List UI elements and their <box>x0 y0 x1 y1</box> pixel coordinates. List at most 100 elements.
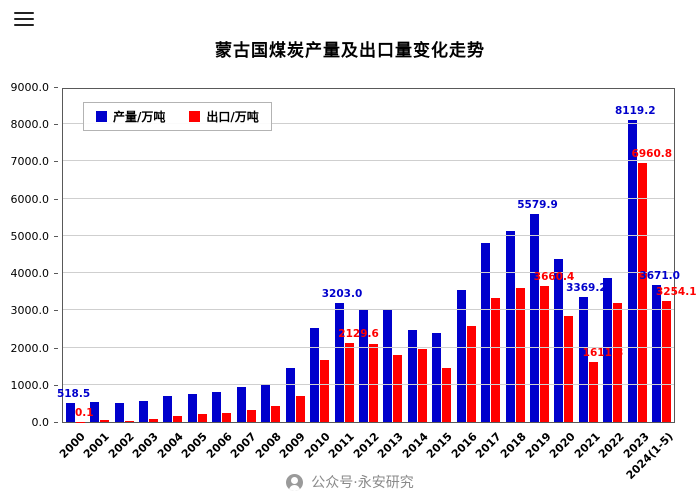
export-bar-2004[interactable] <box>173 416 183 422</box>
production-label-2011: 3203.0 <box>321 287 363 300</box>
gridline-5000 <box>63 234 674 236</box>
export-bar-2010[interactable] <box>320 360 330 422</box>
export-bar-2003[interactable] <box>149 418 159 422</box>
export-bar-2022[interactable] <box>613 303 623 422</box>
bar-group-2006 <box>210 89 234 422</box>
x-tick-label-2013: 2013 <box>375 430 407 461</box>
legend-item-export[interactable]: 出口/万吨 <box>189 108 259 125</box>
export-bar-2008[interactable] <box>271 406 281 422</box>
bar-group-2008 <box>259 89 283 422</box>
export-bar-2007[interactable] <box>246 409 256 422</box>
production-bar-2011[interactable] <box>334 302 344 422</box>
bar-group-2016 <box>454 89 478 422</box>
y-axis: 0.0 1000.0 2000.0 3000.0 4000.0 5000.0 6000.0 7… <box>0 81 58 429</box>
production-bar-2004[interactable] <box>163 396 173 422</box>
bar-group-2000: 518.5 0.1 <box>57 89 94 422</box>
production-bar-2024(1-5)[interactable] <box>652 285 662 422</box>
export-bar-2024(1-5)[interactable] <box>662 300 672 422</box>
export-bar-2005[interactable] <box>197 414 207 422</box>
production-label-2023: 8119.2 <box>614 104 656 117</box>
production-bar-2012[interactable] <box>358 309 368 422</box>
bar-group-2011: 3203.0 2129.6 <box>322 89 379 422</box>
export-bar-2000[interactable] <box>75 421 85 422</box>
production-bar-2013[interactable] <box>383 309 393 422</box>
bar-group-2021: 3369.2 1611.8 <box>566 89 623 422</box>
export-bar-2013[interactable] <box>393 354 403 422</box>
export-bar-2002[interactable] <box>124 420 134 422</box>
production-bar-2006[interactable] <box>212 392 222 422</box>
bar-group-2015 <box>430 89 454 422</box>
y-tick-label-7000: 7000.0 <box>10 155 50 169</box>
y-tick-mark <box>54 384 58 386</box>
export-bar-2017[interactable] <box>491 297 501 422</box>
export-bar-2023[interactable] <box>637 162 647 422</box>
x-tick-label-2005: 2005 <box>179 430 211 461</box>
production-bar-2010[interactable] <box>310 328 320 422</box>
export-bar-2016[interactable] <box>466 326 476 422</box>
y-tick-label-1000: 1000.0 <box>10 378 50 392</box>
export-label-2011: 2129.6 <box>338 327 379 340</box>
production-bar-2021[interactable] <box>578 296 588 422</box>
x-tick-label-2007: 2007 <box>228 430 260 461</box>
production-label-2021: 3369.2 <box>566 281 607 294</box>
legend-label-export: 出口/万吨 <box>206 110 259 124</box>
export-bar-2018[interactable] <box>515 287 525 422</box>
export-swatch <box>189 111 201 122</box>
export-bar-2015[interactable] <box>442 368 452 422</box>
production-bar-2002[interactable] <box>114 403 124 422</box>
production-bar-2001[interactable] <box>90 401 100 422</box>
export-bar-2001[interactable] <box>100 420 110 422</box>
export-bar-2019[interactable] <box>540 285 550 422</box>
y-tick-label-3000: 3000.0 <box>10 304 50 318</box>
y-tick-label-2000: 2000.0 <box>10 341 50 355</box>
y-tick-mark <box>54 347 58 349</box>
export-bar-2020[interactable] <box>564 315 574 422</box>
production-label-2000: 518.5 <box>56 387 91 400</box>
production-bar-2016[interactable] <box>456 289 466 422</box>
bar-group-2005 <box>185 89 209 422</box>
production-bar-2005[interactable] <box>187 394 197 422</box>
export-bar-2006[interactable] <box>222 412 232 422</box>
bar-group-2020 <box>552 89 576 422</box>
production-bar-2009[interactable] <box>285 368 295 422</box>
export-bar-2011[interactable] <box>344 342 354 422</box>
production-bar-2007[interactable] <box>236 386 246 422</box>
x-tick-label-2001: 2001 <box>81 430 112 461</box>
chart-title: 蒙古国煤炭产量及出口量变化走势 <box>215 41 485 61</box>
export-bar-2012[interactable] <box>368 344 378 422</box>
bar-group-2019: 5579.9 3660.4 <box>517 89 574 422</box>
export-bar-2014[interactable] <box>417 349 427 422</box>
production-bar-2014[interactable] <box>407 330 417 422</box>
bar-group-2024(1-5): 3671.0 3254.1 <box>639 89 697 422</box>
x-tick-label-2009: 2009 <box>277 430 309 461</box>
production-bar-2015[interactable] <box>432 332 442 422</box>
bar-group-2018 <box>503 89 527 422</box>
production-bar-2019[interactable] <box>530 214 540 422</box>
export-bar-2009[interactable] <box>295 395 305 422</box>
production-bar-2008[interactable] <box>261 385 271 422</box>
x-tick-label-2019: 2019 <box>522 430 554 461</box>
production-label-2019: 5579.9 <box>517 199 558 212</box>
production-bar-2022[interactable] <box>603 277 613 422</box>
x-tick-label-2016: 2016 <box>448 430 480 461</box>
export-bar-2021[interactable] <box>588 362 598 422</box>
bar-group-2001 <box>87 89 111 422</box>
production-bar-2003[interactable] <box>139 401 149 422</box>
legend-item-production[interactable]: 产量/万吨 <box>96 108 165 125</box>
production-bar-2018[interactable] <box>505 231 515 422</box>
production-bar-2023[interactable] <box>627 119 637 422</box>
production-bar-2017[interactable] <box>481 242 491 422</box>
gridline-3000 <box>63 309 674 311</box>
export-label-2019: 3660.4 <box>533 270 575 283</box>
y-tick-mark <box>54 124 58 126</box>
production-bar-2020[interactable] <box>554 258 564 422</box>
y-tick-mark <box>54 87 58 88</box>
y-tick-mark <box>54 198 58 200</box>
x-tick-label-2011: 2011 <box>326 430 358 461</box>
x-tick-label-2014: 2014 <box>399 430 431 461</box>
production-bar-2000[interactable] <box>65 402 75 422</box>
bar-group-2002 <box>112 89 136 422</box>
menu-icon[interactable] <box>14 12 34 26</box>
y-tick-mark <box>54 273 58 275</box>
